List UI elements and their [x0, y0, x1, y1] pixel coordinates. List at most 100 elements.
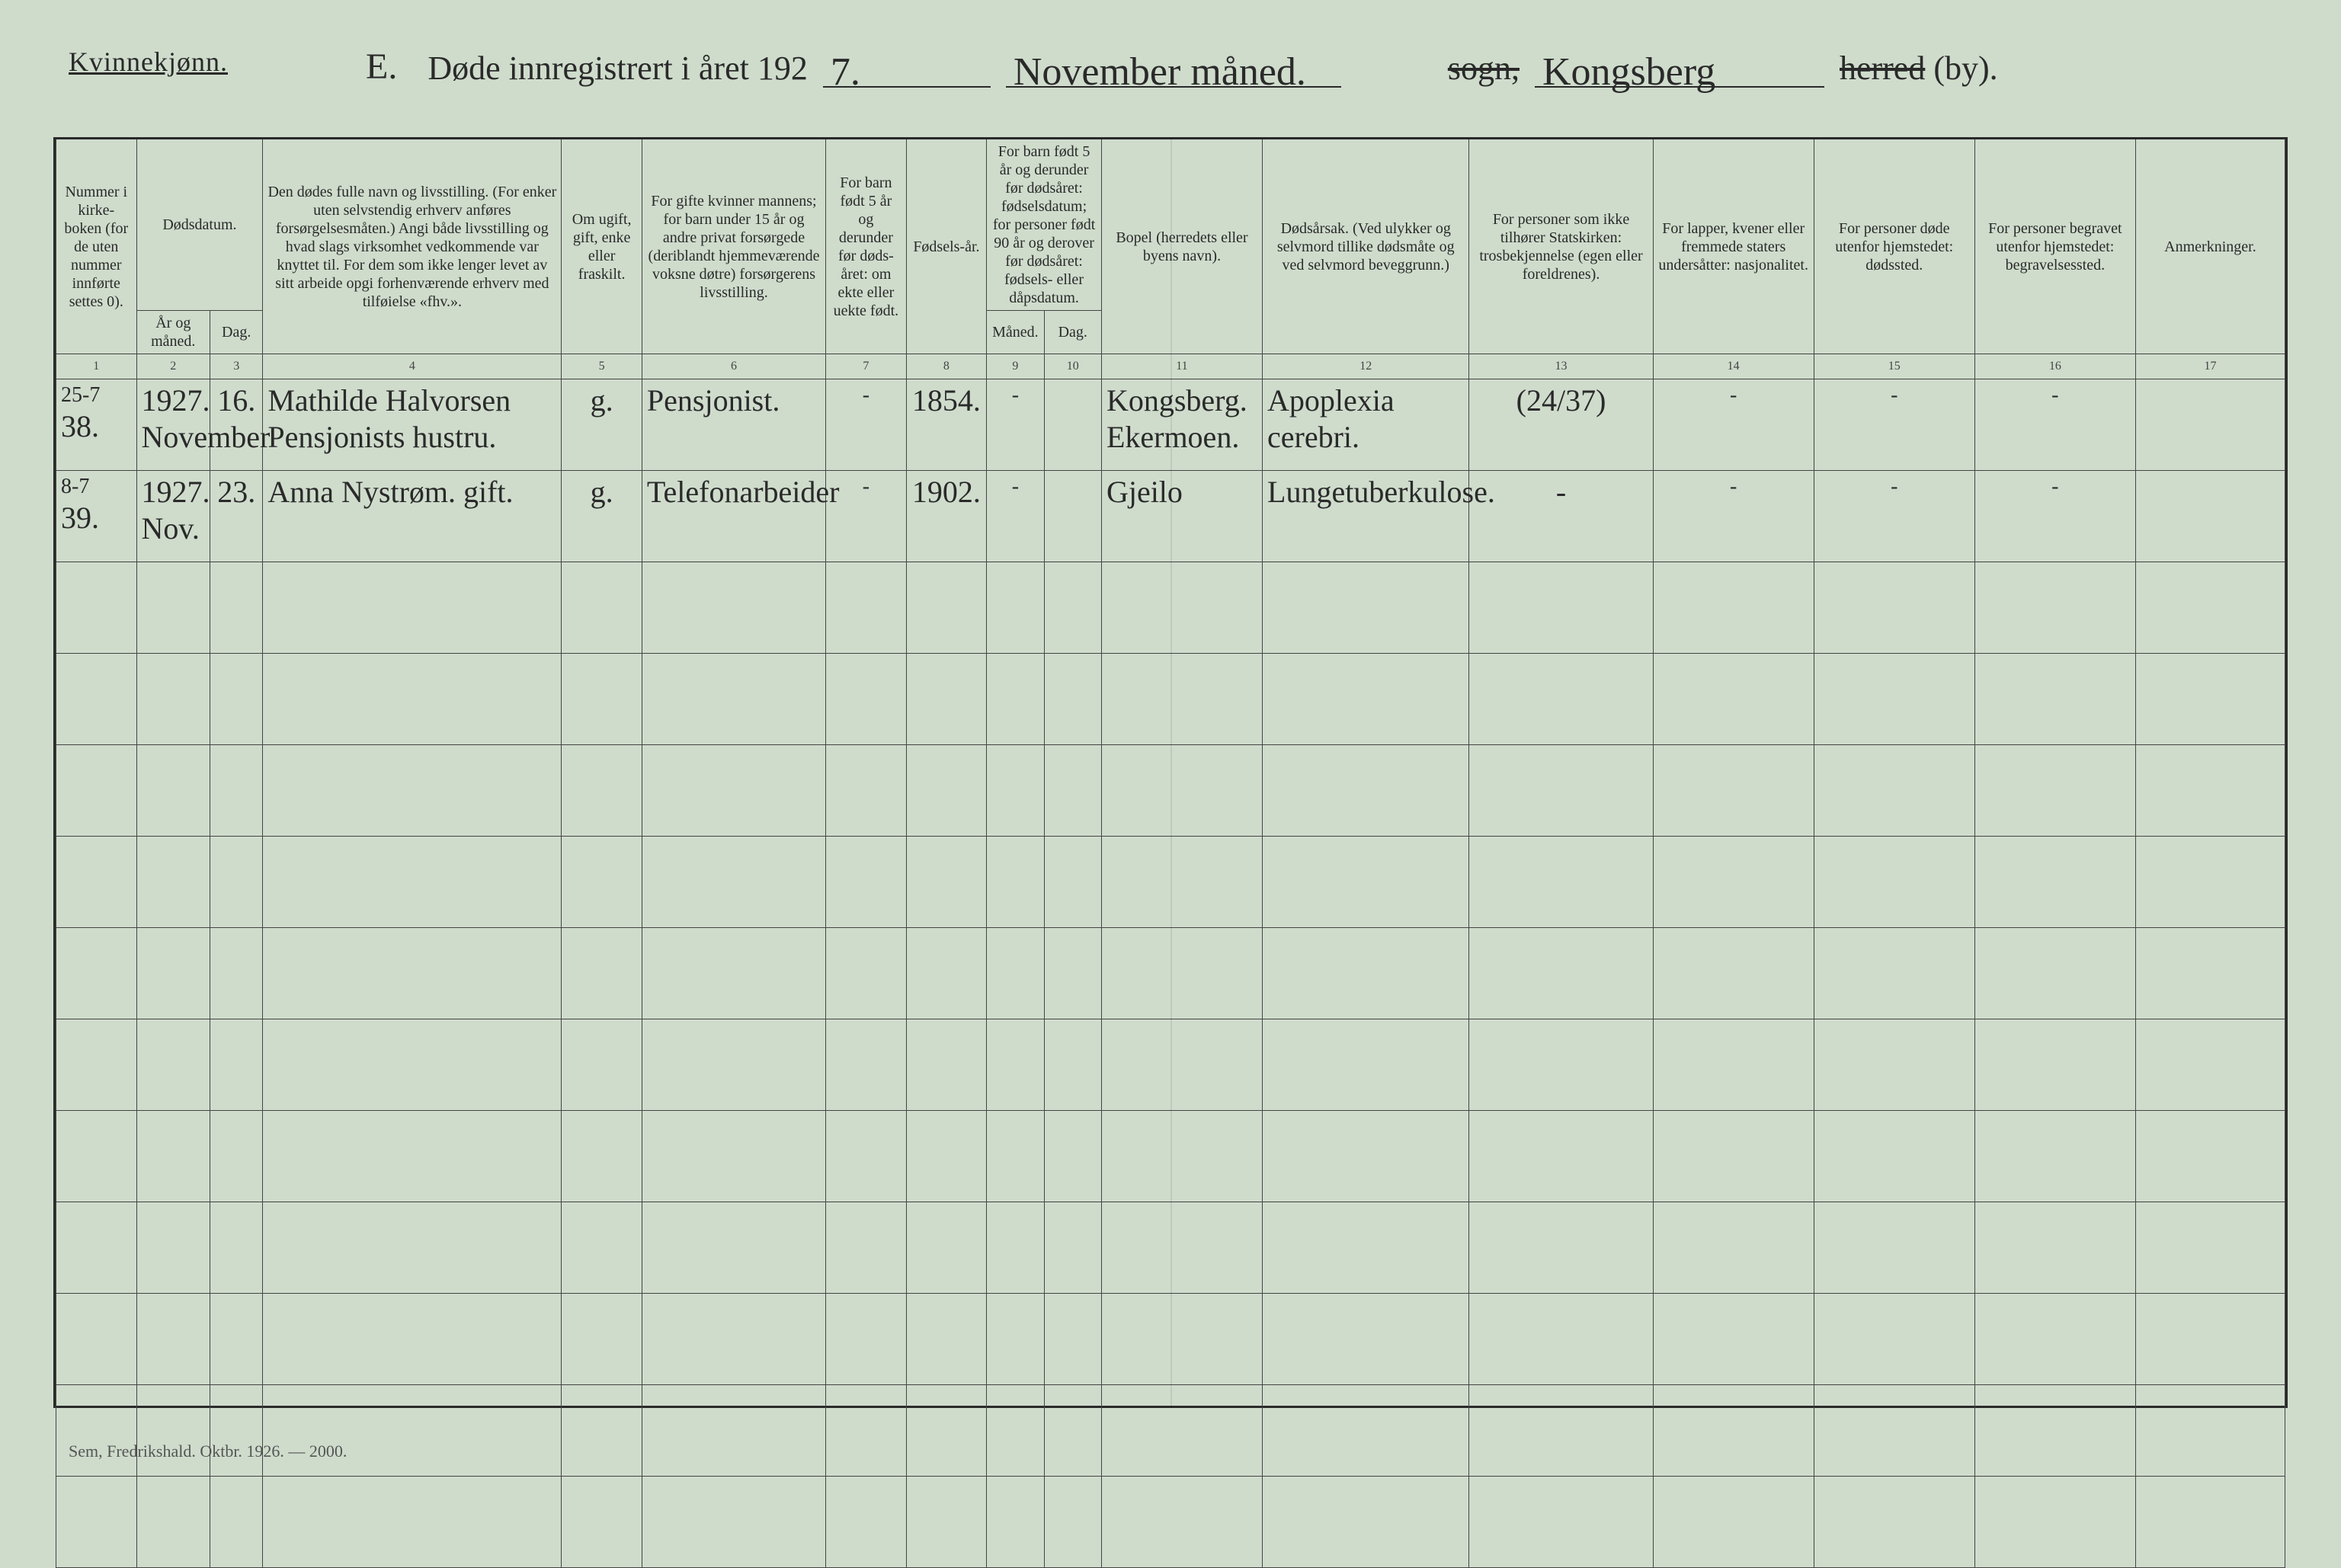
- cell: [56, 745, 137, 837]
- cell: [826, 1202, 907, 1294]
- cell: [263, 654, 562, 745]
- col-number: 2: [136, 354, 210, 379]
- cell: [1263, 745, 1469, 837]
- cell: [1044, 928, 1101, 1019]
- cell: 1902.: [906, 471, 987, 562]
- cell: [562, 837, 642, 928]
- cell: Pensjonist.: [642, 379, 825, 471]
- cell: [1814, 562, 1974, 654]
- cell: [2135, 1477, 2285, 1568]
- cell: [263, 1385, 562, 1477]
- cell: [136, 1294, 210, 1385]
- cell: [136, 1385, 210, 1477]
- cell: [642, 1111, 825, 1202]
- cell: [263, 745, 562, 837]
- cell: [1653, 837, 1814, 928]
- col-number: 1: [56, 354, 137, 379]
- cell: [1044, 471, 1101, 562]
- cell: [2135, 562, 2285, 654]
- cell: Lungetuberkulose.: [1263, 471, 1469, 562]
- col-header: For personer som ikke tilhører Statskirk…: [1469, 139, 1653, 354]
- cell: [1101, 562, 1262, 654]
- col-number: 15: [1814, 354, 1974, 379]
- cell: [56, 928, 137, 1019]
- cell: [562, 1111, 642, 1202]
- col-number: 16: [1974, 354, 2135, 379]
- cell: [562, 1202, 642, 1294]
- cell: [987, 562, 1044, 654]
- cell: [562, 1385, 642, 1477]
- gender-heading: Kvinnekjønn.: [69, 46, 228, 78]
- cell: [642, 1202, 825, 1294]
- cell: [56, 1019, 137, 1111]
- cell: [263, 1019, 562, 1111]
- cell: [987, 654, 1044, 745]
- cell: [1814, 837, 1974, 928]
- cell: [1469, 1111, 1653, 1202]
- cell: [56, 1477, 137, 1568]
- printer-line: Sem, Fredrikshald. Oktbr. 1926. — 2000.: [69, 1442, 347, 1461]
- cell: [1814, 654, 1974, 745]
- cell: [1653, 1294, 1814, 1385]
- cell: [210, 837, 263, 928]
- cell: [1974, 562, 2135, 654]
- cell: [826, 837, 907, 928]
- cell: [1653, 1111, 1814, 1202]
- cell: [263, 562, 562, 654]
- cell: [1044, 1111, 1101, 1202]
- cell: Gjeilo: [1101, 471, 1262, 562]
- cell: [1469, 745, 1653, 837]
- cell: [1974, 1019, 2135, 1111]
- cell: [987, 1294, 1044, 1385]
- cell: [1653, 745, 1814, 837]
- col-header: Dødsdatum.: [136, 139, 263, 311]
- cell: [1101, 1019, 1262, 1111]
- cell: (24/37): [1469, 379, 1653, 471]
- cell: [906, 745, 987, 837]
- cell: [136, 837, 210, 928]
- cell: [906, 1019, 987, 1111]
- cell: [1974, 928, 2135, 1019]
- col-number: 10: [1044, 354, 1101, 379]
- cell: [136, 745, 210, 837]
- col-header: For personer begravet utenfor hjemstedet…: [1974, 139, 2135, 354]
- cell: 25-738.: [56, 379, 137, 471]
- cell: [1974, 745, 2135, 837]
- cell: Apoplexia cerebri.: [1263, 379, 1469, 471]
- cell: [1653, 654, 1814, 745]
- cell: [263, 1202, 562, 1294]
- cell: [2135, 1385, 2285, 1477]
- cell: [1044, 837, 1101, 928]
- cell: [826, 1294, 907, 1385]
- cell: [642, 654, 825, 745]
- cell: [263, 928, 562, 1019]
- cell: [1653, 562, 1814, 654]
- cell: [1974, 1477, 2135, 1568]
- col-header: År og måned.: [136, 311, 210, 354]
- cell: [1974, 1294, 2135, 1385]
- cell: -: [1653, 471, 1814, 562]
- cell: [987, 1202, 1044, 1294]
- cell: [1101, 654, 1262, 745]
- cell: [1974, 654, 2135, 745]
- cell: [263, 1477, 562, 1568]
- cell: [1653, 1385, 1814, 1477]
- cell: [2135, 1294, 2285, 1385]
- cell: [642, 1477, 825, 1568]
- month-handwritten: November måned.: [1006, 50, 1341, 88]
- cell: [906, 1477, 987, 1568]
- cell: [210, 1019, 263, 1111]
- cell: [1263, 1019, 1469, 1111]
- cell: [1101, 745, 1262, 837]
- col-header: Om ugift, gift, enke eller fraskilt.: [562, 139, 642, 354]
- cell: [1044, 654, 1101, 745]
- cell: [1263, 1385, 1469, 1477]
- cell: 1927. Nov.: [136, 471, 210, 562]
- col-number: 12: [1263, 354, 1469, 379]
- cell: 1854.: [906, 379, 987, 471]
- cell: [1469, 562, 1653, 654]
- cell: [1974, 837, 2135, 928]
- col-number: 3: [210, 354, 263, 379]
- col-header: Den dødes fulle navn og livsstilling. (F…: [263, 139, 562, 354]
- col-header: Anmerkninger.: [2135, 139, 2285, 354]
